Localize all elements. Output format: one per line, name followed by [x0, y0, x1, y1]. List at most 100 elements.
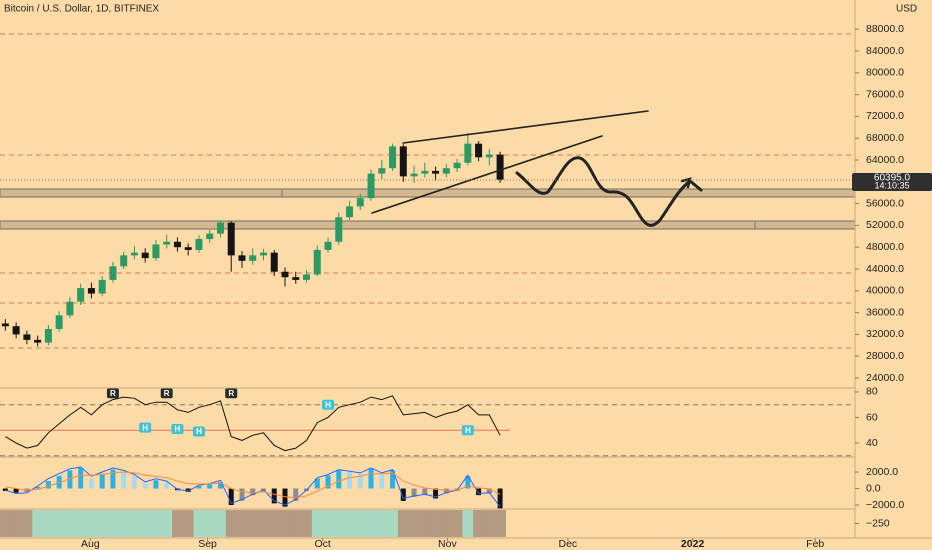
strip-cell [215, 510, 227, 537]
trend-line [371, 135, 603, 214]
strip-cell [107, 510, 119, 537]
strip-cell [365, 510, 377, 537]
candle-body [432, 170, 440, 174]
candle-body [195, 239, 203, 250]
histogram-bar [422, 488, 428, 496]
histogram-bar [368, 468, 374, 489]
y-tick-label: 0.0 [866, 482, 881, 494]
histogram-bar [400, 488, 406, 501]
candle-body [66, 301, 74, 316]
y-tick-label: −2000.0 [866, 499, 904, 511]
y-tick-label: 32000.0 [866, 328, 904, 340]
candle-body [346, 206, 354, 218]
candle-body [44, 328, 52, 343]
strip-cell [290, 510, 302, 537]
y-tick-label: 44000.0 [866, 263, 904, 275]
histogram-bar [357, 473, 363, 489]
histogram-bar [433, 488, 439, 499]
strip-cell [301, 510, 313, 537]
strip-cell [0, 510, 12, 537]
histogram-bar [67, 470, 73, 489]
candle-body [367, 173, 375, 199]
histogram-bar [142, 483, 148, 489]
candle-body [410, 173, 418, 177]
strip-cell [53, 510, 66, 537]
histogram-bar [443, 488, 449, 494]
candle-body [453, 162, 461, 169]
support-zone [0, 220, 856, 230]
strip-cell [21, 510, 33, 537]
x-tick-label: Oct [314, 538, 330, 550]
candle-body [464, 143, 472, 163]
macd-line [5, 466, 501, 508]
histogram-bar [99, 473, 105, 489]
histogram-bar [164, 481, 170, 489]
histogram-bar [110, 469, 116, 489]
candle-body [163, 241, 171, 245]
y-tick-label: 60 [866, 411, 878, 423]
plot: R R R H H H H H [0, 132, 855, 537]
strip-cell [75, 510, 87, 537]
candle-body [421, 170, 429, 174]
candle-body [303, 274, 311, 280]
candle-body [227, 222, 235, 256]
signal-line [5, 471, 501, 499]
histogram-bar [476, 488, 482, 496]
strip-cell [451, 510, 463, 537]
candle-body [141, 252, 149, 259]
strip-cell [193, 510, 205, 537]
candle-body [389, 146, 397, 169]
histogram-bar [486, 488, 492, 494]
histogram-bar [379, 473, 385, 489]
histogram-bar [239, 488, 245, 501]
badge [139, 422, 152, 433]
candle-body [378, 168, 386, 174]
strip-cell [258, 510, 270, 537]
candle-body [259, 252, 267, 256]
strip-cell [376, 510, 388, 537]
x-tick-label: Dec [559, 538, 578, 550]
histogram-bar [121, 472, 127, 489]
candle-body [249, 255, 257, 261]
histogram-bar [88, 478, 94, 489]
candle-body [109, 266, 117, 280]
badge [171, 423, 184, 434]
histogram-bar [196, 486, 202, 489]
candle-body [184, 247, 192, 250]
histogram-bar [185, 488, 191, 492]
strip-cell [172, 510, 184, 537]
rsi-line [5, 395, 501, 452]
badge [192, 426, 205, 437]
y-tick-label: 88000.0 [866, 23, 904, 35]
histogram-bar [314, 478, 320, 489]
strip-cell [408, 510, 420, 537]
candle-body [12, 326, 20, 335]
y-tick-label: 56000.0 [866, 197, 904, 209]
levels [0, 33, 855, 349]
strip-cell [322, 510, 334, 537]
candle-body [335, 217, 343, 242]
strip-cell [204, 510, 216, 537]
candle-body [216, 222, 224, 234]
y-tick-label: 28000.0 [866, 350, 904, 362]
strip-cell [247, 510, 259, 537]
strip-cell [225, 510, 238, 537]
badge [160, 388, 173, 399]
badge [106, 388, 119, 399]
histogram-bar [35, 486, 41, 489]
histogram-bar [131, 476, 137, 489]
candle-body [34, 339, 42, 343]
strip-cell [182, 510, 195, 537]
strip-cell [96, 510, 109, 537]
candle-body [475, 143, 483, 158]
strip-cell [397, 510, 410, 537]
badge-label: H [465, 426, 471, 435]
candle-body [313, 249, 321, 275]
histogram-bar [336, 470, 342, 489]
strip-cell [268, 510, 281, 537]
y-tick-label: 80 [866, 386, 878, 398]
y-tick-label: 36000.0 [866, 306, 904, 318]
candle-body [399, 146, 407, 177]
